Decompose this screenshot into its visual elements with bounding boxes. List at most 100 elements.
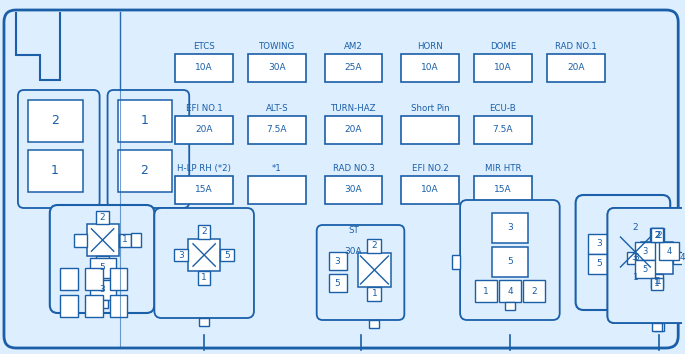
FancyBboxPatch shape [108, 90, 189, 208]
Text: ST: ST [348, 226, 359, 235]
Text: ETCS: ETCS [193, 42, 215, 51]
FancyBboxPatch shape [460, 200, 560, 320]
Text: 2: 2 [372, 241, 377, 251]
Bar [636, 242, 656, 260]
Bar [650, 228, 664, 242]
Bar [175, 176, 233, 204]
Bar [401, 54, 459, 82]
Bar [627, 252, 641, 264]
FancyBboxPatch shape [608, 208, 685, 323]
Text: ALT-S: ALT-S [266, 104, 288, 113]
Text: RAD NO.3: RAD NO.3 [333, 164, 375, 173]
Text: 3: 3 [597, 240, 602, 249]
Bar [492, 213, 528, 243]
Bar [199, 318, 209, 326]
Text: 2: 2 [632, 223, 638, 232]
Text: 30A: 30A [345, 247, 362, 257]
Text: 3: 3 [634, 253, 639, 263]
Text: 7.5A: 7.5A [493, 126, 513, 135]
Text: 5: 5 [335, 279, 340, 287]
Text: 2: 2 [531, 286, 536, 296]
Bar [85, 295, 103, 317]
Bar [675, 252, 685, 264]
Bar [90, 280, 116, 300]
Bar [523, 280, 545, 302]
Text: 2: 2 [140, 165, 149, 177]
Text: 1: 1 [201, 274, 207, 282]
Text: 5: 5 [597, 259, 602, 268]
Text: 1: 1 [122, 235, 128, 245]
Bar [28, 100, 83, 142]
Bar [175, 116, 233, 144]
Bar [641, 242, 673, 274]
Text: HORN: HORN [417, 42, 443, 51]
Bar [474, 116, 532, 144]
Bar [28, 150, 83, 192]
Bar [60, 268, 77, 290]
Text: 5: 5 [643, 264, 648, 274]
Text: MIR HTR: MIR HTR [485, 164, 521, 173]
Bar [670, 245, 680, 259]
Text: TOWING: TOWING [259, 42, 295, 51]
Text: 4: 4 [680, 253, 685, 263]
Text: H-LP RH (*2): H-LP RH (*2) [177, 164, 231, 173]
Bar [505, 302, 515, 310]
Bar [174, 249, 188, 261]
Text: 10A: 10A [494, 63, 512, 73]
Bar [329, 274, 347, 292]
Bar [367, 287, 382, 301]
Bar [651, 228, 663, 242]
Text: 30A: 30A [268, 63, 286, 73]
Text: 2: 2 [654, 230, 660, 240]
Bar [118, 150, 173, 192]
Bar [474, 54, 532, 82]
Bar [325, 238, 382, 266]
Text: 2: 2 [100, 213, 105, 222]
Bar [97, 300, 108, 308]
Text: 3: 3 [507, 223, 513, 233]
Bar [499, 280, 521, 302]
Text: 20A: 20A [195, 126, 213, 135]
Text: 1: 1 [483, 286, 489, 296]
Bar [652, 323, 662, 331]
Bar [659, 242, 680, 260]
Bar [90, 258, 116, 278]
Text: 1: 1 [654, 276, 660, 285]
Text: 1: 1 [140, 114, 149, 127]
Text: ECU-B: ECU-B [490, 104, 516, 113]
Bar [119, 234, 132, 246]
FancyBboxPatch shape [154, 208, 254, 318]
Text: 1: 1 [632, 273, 638, 281]
Text: 3: 3 [178, 251, 184, 259]
FancyBboxPatch shape [575, 195, 670, 310]
Bar [110, 268, 127, 290]
Text: RAD NO.1: RAD NO.1 [555, 42, 597, 51]
FancyBboxPatch shape [50, 205, 154, 313]
Bar [588, 234, 612, 254]
Text: 3: 3 [643, 246, 648, 256]
PathPatch shape [16, 12, 60, 80]
Text: 1: 1 [51, 165, 59, 177]
Bar [474, 176, 532, 204]
Bar [325, 116, 382, 144]
Bar [651, 278, 663, 290]
Text: 3: 3 [632, 253, 637, 263]
Text: 1: 1 [654, 280, 660, 289]
Bar [673, 252, 685, 264]
Bar [325, 176, 382, 204]
Bar [588, 254, 612, 274]
Bar [643, 242, 675, 274]
Text: 10A: 10A [421, 185, 439, 194]
Bar [85, 268, 103, 290]
Text: 5: 5 [507, 257, 513, 267]
Bar [248, 54, 306, 82]
Text: 10A: 10A [421, 63, 439, 73]
Text: 3: 3 [335, 257, 340, 266]
Text: 30A: 30A [345, 185, 362, 194]
Bar [198, 271, 210, 285]
Bar [547, 54, 604, 82]
Bar [475, 280, 497, 302]
Text: 2: 2 [51, 114, 59, 127]
Bar [358, 253, 391, 287]
Bar [74, 234, 86, 246]
